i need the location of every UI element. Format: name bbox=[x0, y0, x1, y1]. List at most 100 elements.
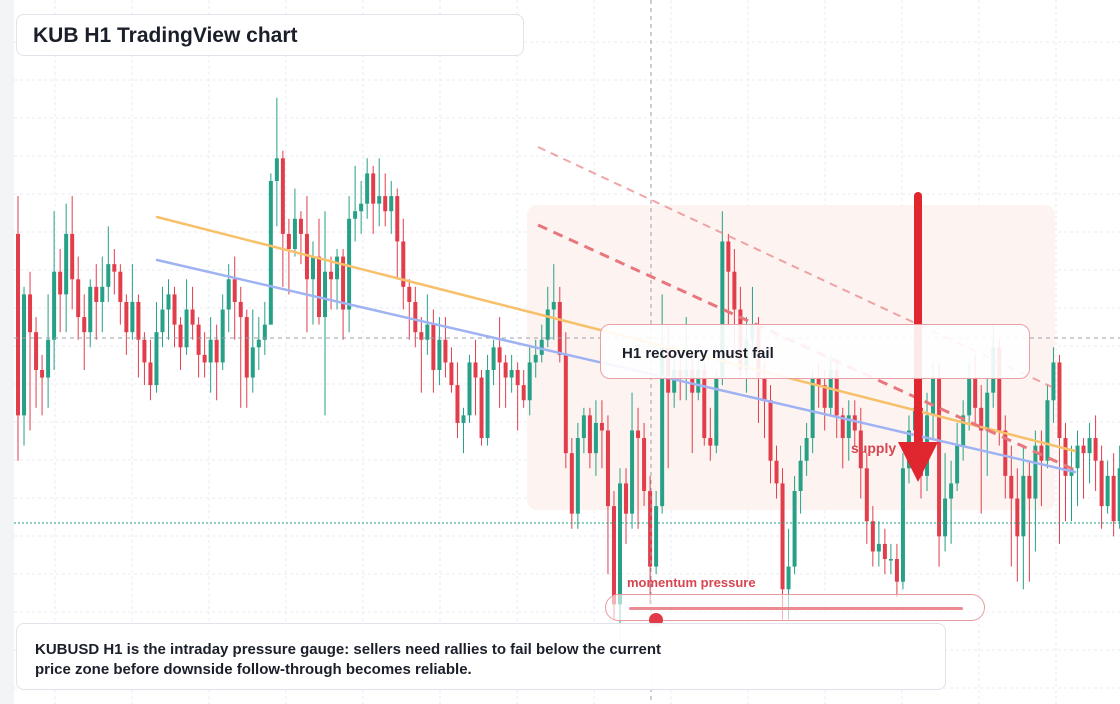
candle-body bbox=[244, 317, 249, 378]
candle-body bbox=[52, 271, 57, 340]
recovery-callout-text: H1 recovery must fail bbox=[622, 345, 774, 362]
candle bbox=[190, 286, 195, 340]
candle bbox=[154, 301, 159, 393]
candle-body bbox=[1105, 475, 1110, 507]
candle bbox=[521, 370, 526, 408]
candle bbox=[557, 286, 562, 363]
candle bbox=[124, 294, 129, 355]
candle bbox=[798, 445, 803, 514]
candle-body bbox=[774, 460, 779, 484]
candle-body bbox=[106, 264, 111, 287]
candle bbox=[28, 271, 33, 431]
candle-body bbox=[455, 385, 460, 423]
candle-body bbox=[202, 354, 207, 363]
candle bbox=[1015, 468, 1020, 582]
candle-body bbox=[274, 158, 279, 181]
candle-body bbox=[1033, 445, 1038, 499]
chart-title-card: KUB H1 TradingView chart bbox=[16, 14, 524, 56]
candle bbox=[792, 475, 797, 575]
momentum-gauge-track bbox=[629, 607, 963, 627]
candle bbox=[347, 196, 352, 333]
candle-body bbox=[479, 377, 484, 439]
candle-body bbox=[611, 506, 616, 605]
candle bbox=[298, 211, 303, 265]
momentum-gauge bbox=[605, 594, 985, 627]
candle-body bbox=[816, 377, 821, 386]
candle bbox=[58, 249, 63, 333]
candle-body bbox=[196, 324, 201, 355]
candle-body bbox=[1063, 438, 1068, 476]
candle-body bbox=[509, 370, 514, 378]
candle-body bbox=[876, 543, 881, 552]
candle-body bbox=[341, 256, 346, 310]
candle bbox=[317, 218, 321, 325]
candle bbox=[172, 286, 177, 348]
candle bbox=[160, 286, 165, 348]
caption-card: KUBUSD H1 is the intraday pressure gauge… bbox=[16, 623, 946, 690]
candle-body bbox=[148, 362, 153, 386]
candle bbox=[1081, 438, 1086, 499]
candle-body bbox=[858, 430, 863, 469]
candle bbox=[533, 339, 538, 378]
candle bbox=[575, 422, 580, 529]
candle bbox=[882, 528, 887, 575]
candle bbox=[359, 180, 364, 234]
candle bbox=[822, 370, 827, 431]
candle-body bbox=[76, 279, 81, 318]
candle bbox=[985, 377, 990, 476]
chart-title: KUB H1 TradingView chart bbox=[33, 24, 298, 47]
candle-body bbox=[310, 256, 315, 280]
candle bbox=[491, 339, 496, 386]
candle bbox=[238, 286, 243, 408]
resistance-dashed-upper bbox=[537, 146, 1053, 388]
candle bbox=[943, 453, 948, 552]
candle bbox=[846, 400, 851, 461]
candle-body bbox=[220, 309, 225, 363]
candle bbox=[383, 173, 388, 227]
candle-body bbox=[467, 362, 472, 416]
candle-body bbox=[599, 422, 604, 431]
candle-body bbox=[834, 370, 839, 416]
candle-body bbox=[461, 415, 466, 423]
candle bbox=[413, 286, 418, 348]
candle-body bbox=[943, 498, 948, 537]
candle bbox=[1045, 385, 1050, 469]
candle bbox=[232, 256, 237, 340]
candle-body bbox=[58, 271, 63, 295]
candle bbox=[184, 279, 189, 355]
candle bbox=[1033, 430, 1038, 552]
candle bbox=[310, 241, 315, 325]
candle bbox=[82, 294, 87, 370]
candle-body bbox=[262, 324, 267, 340]
candle bbox=[1027, 460, 1032, 582]
candle bbox=[371, 165, 376, 234]
candle bbox=[509, 354, 514, 393]
candle-body bbox=[347, 218, 352, 310]
candle-body bbox=[100, 286, 105, 302]
candle bbox=[1009, 445, 1014, 567]
candle-body bbox=[286, 233, 291, 250]
candle bbox=[473, 339, 478, 416]
candle-body bbox=[1057, 362, 1062, 439]
candle-body bbox=[190, 309, 195, 325]
candle-body bbox=[268, 180, 273, 325]
candle bbox=[148, 339, 153, 401]
candle-body bbox=[1045, 400, 1050, 461]
candle bbox=[431, 309, 436, 393]
candle-body bbox=[642, 438, 647, 491]
candle-body bbox=[154, 332, 159, 386]
candle-body bbox=[1111, 475, 1116, 522]
candle-body bbox=[160, 309, 165, 333]
candle-body bbox=[304, 233, 309, 280]
candle-body bbox=[130, 301, 135, 333]
candle bbox=[949, 460, 954, 544]
candle-body bbox=[792, 490, 797, 567]
candle-body bbox=[979, 407, 984, 431]
candle bbox=[274, 97, 279, 227]
candle bbox=[455, 362, 460, 439]
candle-body bbox=[329, 271, 334, 280]
candle-body bbox=[214, 339, 219, 363]
recovery-callout: H1 recovery must fail bbox=[600, 324, 1030, 379]
candle bbox=[280, 150, 285, 287]
candle-body bbox=[852, 415, 857, 431]
